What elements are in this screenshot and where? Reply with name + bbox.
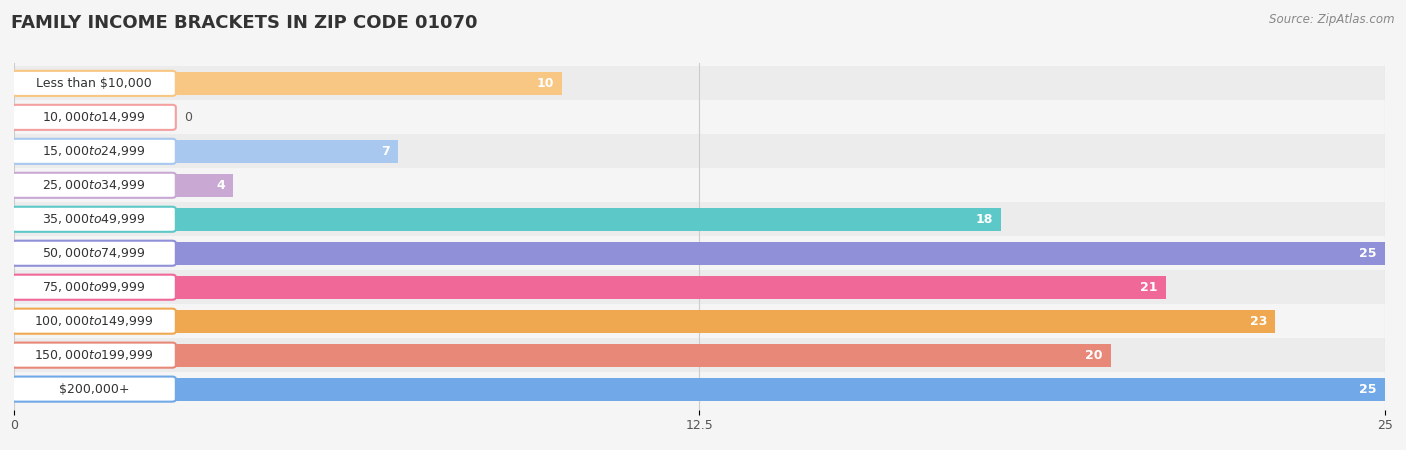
Text: Source: ZipAtlas.com: Source: ZipAtlas.com [1270, 14, 1395, 27]
Bar [14, 72, 562, 95]
Bar [14, 67, 1385, 100]
Bar [14, 276, 1166, 299]
Text: $25,000 to $34,999: $25,000 to $34,999 [42, 178, 146, 192]
Text: 25: 25 [1360, 247, 1376, 260]
Bar [14, 242, 1385, 265]
Bar [14, 344, 1111, 367]
Text: Less than $10,000: Less than $10,000 [37, 77, 152, 90]
FancyBboxPatch shape [11, 377, 176, 402]
FancyBboxPatch shape [11, 274, 176, 300]
Bar [14, 236, 1385, 270]
FancyBboxPatch shape [11, 105, 176, 130]
Bar [14, 270, 1385, 304]
Bar [14, 338, 1385, 372]
Text: 25: 25 [1360, 382, 1376, 396]
Text: $150,000 to $199,999: $150,000 to $199,999 [34, 348, 153, 362]
Bar [14, 310, 1275, 333]
Bar [14, 174, 233, 197]
Bar [14, 202, 1385, 236]
Bar [14, 372, 1385, 406]
Bar [14, 208, 1001, 231]
Text: $100,000 to $149,999: $100,000 to $149,999 [34, 314, 153, 328]
Text: FAMILY INCOME BRACKETS IN ZIP CODE 01070: FAMILY INCOME BRACKETS IN ZIP CODE 01070 [11, 14, 478, 32]
Text: 4: 4 [217, 179, 225, 192]
Text: 20: 20 [1085, 349, 1102, 362]
Text: $10,000 to $14,999: $10,000 to $14,999 [42, 110, 146, 124]
Bar [14, 135, 1385, 168]
Bar [14, 100, 1385, 135]
Text: $50,000 to $74,999: $50,000 to $74,999 [42, 246, 146, 260]
Bar [14, 140, 398, 163]
Text: 7: 7 [381, 145, 389, 158]
Text: 10: 10 [537, 77, 554, 90]
FancyBboxPatch shape [11, 207, 176, 232]
Text: $200,000+: $200,000+ [59, 382, 129, 396]
FancyBboxPatch shape [11, 173, 176, 198]
Text: 0: 0 [184, 111, 193, 124]
Text: $75,000 to $99,999: $75,000 to $99,999 [42, 280, 146, 294]
Text: $35,000 to $49,999: $35,000 to $49,999 [42, 212, 146, 226]
FancyBboxPatch shape [11, 309, 176, 334]
FancyBboxPatch shape [11, 139, 176, 164]
Text: 21: 21 [1140, 281, 1157, 294]
Text: 18: 18 [976, 213, 993, 226]
Bar [14, 168, 1385, 202]
Bar [14, 304, 1385, 338]
Bar [14, 378, 1385, 401]
Text: $15,000 to $24,999: $15,000 to $24,999 [42, 144, 146, 158]
FancyBboxPatch shape [11, 342, 176, 368]
FancyBboxPatch shape [11, 71, 176, 96]
Text: 23: 23 [1250, 315, 1267, 328]
FancyBboxPatch shape [11, 241, 176, 266]
